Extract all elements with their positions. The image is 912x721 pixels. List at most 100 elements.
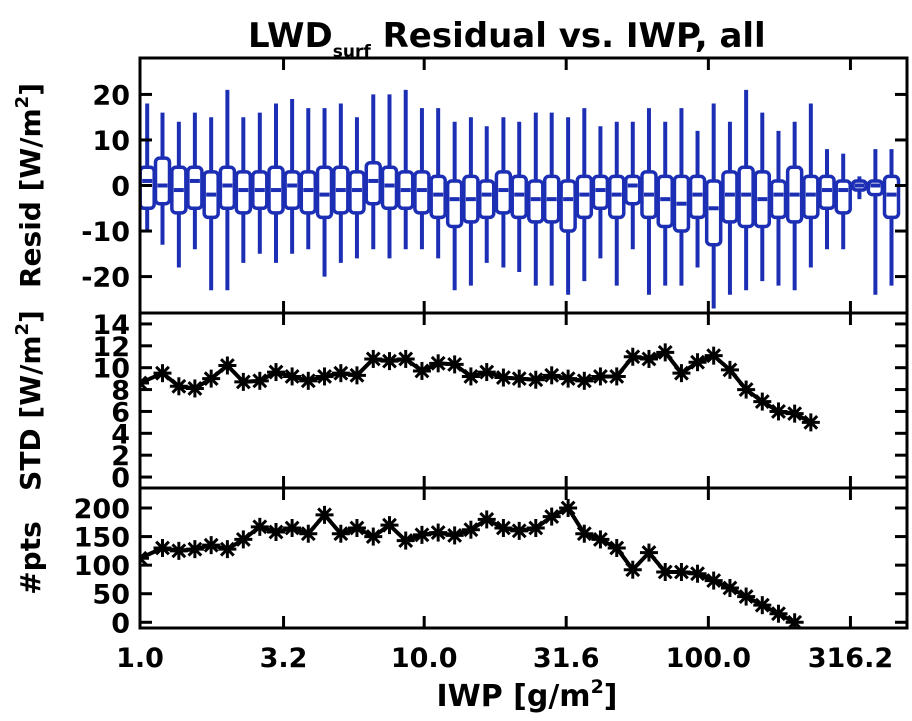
series-point-npts xyxy=(364,527,383,546)
series-point-npts xyxy=(315,505,334,524)
box-body xyxy=(769,179,788,220)
box xyxy=(364,94,383,250)
series-point-npts xyxy=(218,540,237,559)
series-point-npts xyxy=(688,564,707,583)
series-point-npts xyxy=(234,530,253,549)
box-body xyxy=(186,165,204,211)
series-point-std xyxy=(315,367,334,386)
star-stroke xyxy=(300,373,316,389)
box-body xyxy=(591,174,610,211)
title-rest: Residual vs. IWP, all xyxy=(371,16,766,56)
series-point-npts xyxy=(445,526,464,545)
box xyxy=(737,89,755,291)
star-stroke xyxy=(349,520,365,536)
x-tick-label: 10.0 xyxy=(391,643,458,674)
box xyxy=(477,126,496,263)
box-body xyxy=(477,179,496,220)
box xyxy=(494,117,513,268)
y-axis-label-text: #pts xyxy=(14,521,47,595)
series-point-npts xyxy=(169,541,188,560)
box xyxy=(170,121,188,268)
series-point-npts xyxy=(720,579,739,597)
box-body xyxy=(559,179,577,233)
box xyxy=(140,103,156,232)
series-point-std xyxy=(202,369,221,388)
y-axis-label-sup: 2 xyxy=(12,323,33,336)
box xyxy=(396,89,415,250)
star-stroke xyxy=(641,351,657,367)
box xyxy=(672,108,691,286)
star-stroke xyxy=(722,580,738,596)
star-stroke xyxy=(365,529,381,544)
star-stroke xyxy=(754,597,770,613)
series-point-std xyxy=(753,392,772,411)
star-stroke xyxy=(625,349,641,365)
y-axis-label-npts: #pts xyxy=(14,521,47,595)
y-axis-label-std: STD [W/m2] xyxy=(12,310,47,491)
series-point-npts xyxy=(510,521,529,540)
y-tick-label: 10 xyxy=(92,354,130,385)
panel-frame-std xyxy=(138,311,909,490)
series-point-std xyxy=(396,349,415,368)
y-axis-label-end: ] xyxy=(14,310,47,323)
star-stroke xyxy=(317,369,332,384)
box xyxy=(656,121,674,286)
series-point-std xyxy=(477,363,496,382)
series-point-npts xyxy=(607,539,626,557)
series-point-npts xyxy=(623,560,642,579)
series-point-npts xyxy=(461,520,480,539)
star-stroke xyxy=(463,369,479,384)
star-stroke xyxy=(268,364,284,380)
star-stroke xyxy=(738,382,754,397)
series-point-npts xyxy=(559,499,578,517)
box-body xyxy=(413,170,431,215)
svg-text:LWDsurf Residual vs. IWP, all: LWDsurf Residual vs. IWP, all xyxy=(248,16,766,62)
star-stroke xyxy=(511,523,527,539)
star-stroke xyxy=(171,543,187,559)
box xyxy=(753,112,772,282)
series-point-std xyxy=(299,371,318,390)
series-point-std xyxy=(720,360,739,379)
y-axis-label-end: ] xyxy=(14,83,47,96)
series-point-npts xyxy=(753,596,772,615)
x-tick-label: 1.0 xyxy=(116,643,164,674)
star-stroke xyxy=(447,528,463,543)
box-body xyxy=(802,174,820,220)
series-point-npts xyxy=(140,549,149,568)
series-point-npts xyxy=(202,536,221,555)
series-point-std xyxy=(785,404,804,423)
series-point-std xyxy=(526,370,545,389)
star-stroke xyxy=(430,355,446,371)
x-tick-label: 100.0 xyxy=(666,643,751,674)
box-body xyxy=(380,165,399,211)
star-stroke xyxy=(609,369,625,384)
box xyxy=(234,117,253,263)
box xyxy=(527,112,545,286)
star-stroke xyxy=(382,517,397,533)
star-stroke xyxy=(609,540,625,556)
box-body xyxy=(688,174,707,220)
series-point-npts xyxy=(429,523,448,542)
y-tick-label: 0 xyxy=(111,172,130,203)
y-axis-label-text: STD [W/m xyxy=(14,335,47,490)
x-tick-label: 31.6 xyxy=(533,643,600,674)
y-tick-label: 50 xyxy=(92,580,130,611)
series-point-npts xyxy=(267,523,286,541)
series-point-std xyxy=(347,366,366,385)
star-stroke xyxy=(398,533,414,548)
series-point-std xyxy=(153,364,172,383)
box xyxy=(624,121,642,250)
series-point-std xyxy=(364,349,383,368)
box-body xyxy=(445,179,464,229)
star-stroke xyxy=(430,525,446,540)
box-body xyxy=(348,170,366,215)
star-stroke xyxy=(641,545,657,560)
series-point-std xyxy=(607,367,626,386)
series-point-std xyxy=(250,371,269,390)
series-point-npts xyxy=(639,543,658,562)
star-stroke xyxy=(333,526,349,542)
box-body xyxy=(721,170,739,224)
star-stroke xyxy=(544,367,560,383)
box-body xyxy=(834,179,852,215)
